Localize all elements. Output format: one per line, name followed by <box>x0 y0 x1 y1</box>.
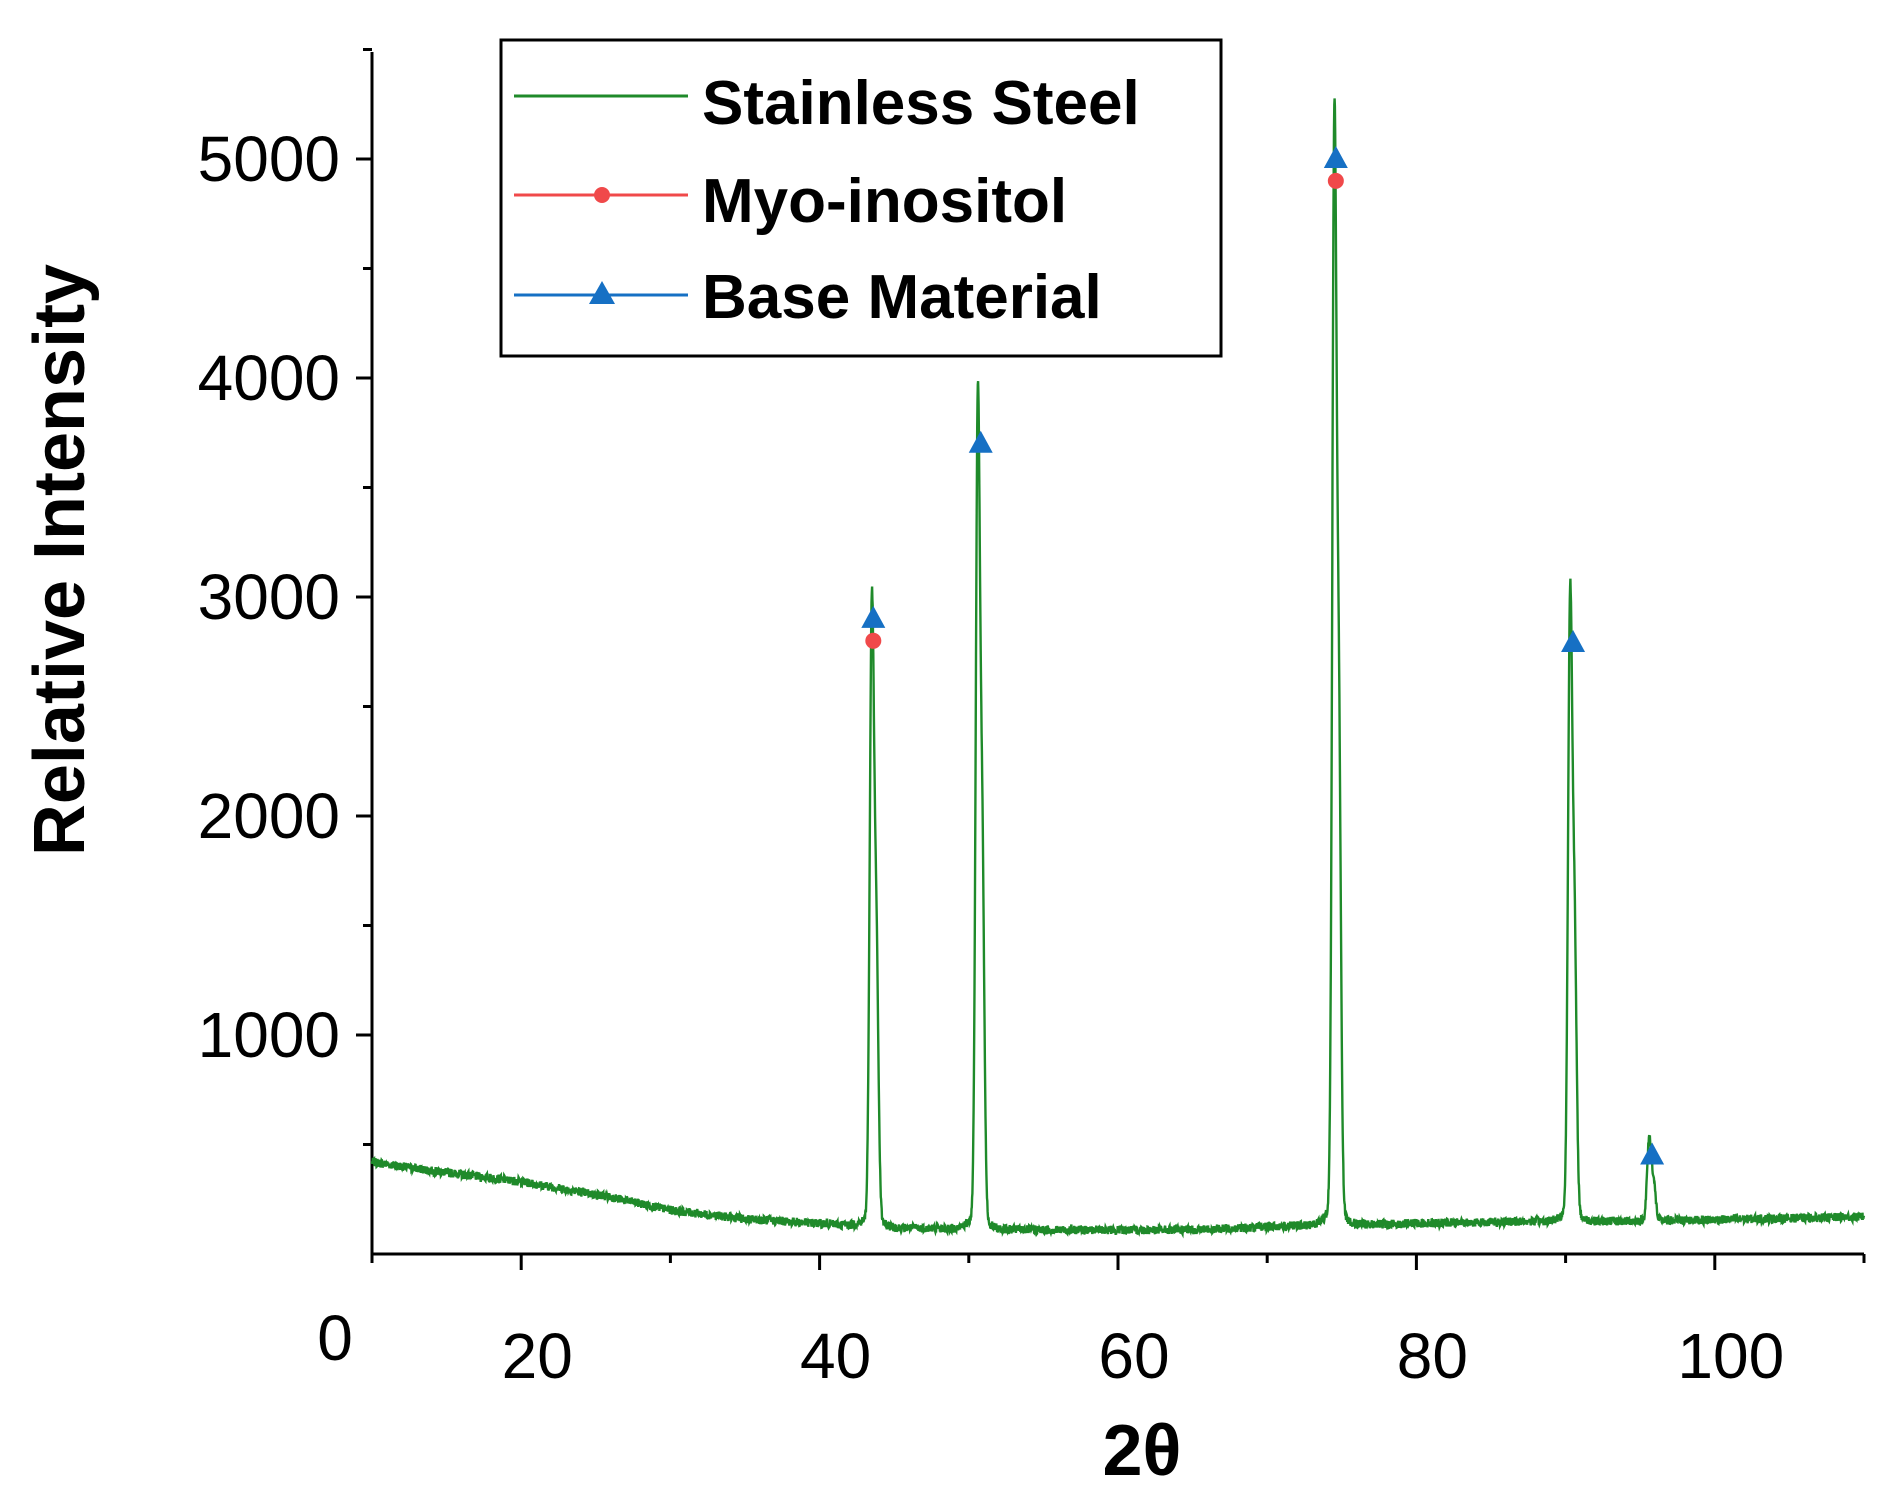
y-tick-label: 5000 <box>198 123 340 195</box>
x-ticks: 20 40 60 80 100 <box>370 1254 1866 1392</box>
y-ticks: 1000 2000 3000 4000 5000 <box>198 48 372 1146</box>
myo-inositol-marker <box>865 632 882 649</box>
legend-box <box>499 38 1223 358</box>
base-material-marker <box>1323 146 1348 168</box>
legend-stainless-steel-label: Stainless Steel <box>702 69 1140 138</box>
x-tick-label: 60 <box>1098 1320 1169 1392</box>
base-material-marker <box>861 605 886 628</box>
myo-inositol-marker <box>1327 172 1344 189</box>
base-material-marker <box>1640 1142 1665 1165</box>
x-tick-label: 20 <box>502 1320 573 1392</box>
legend-myo-inositol-label: Myo-inositol <box>702 167 1067 236</box>
x-tick-label: 80 <box>1397 1320 1468 1392</box>
legend-myo-inositol-marker <box>594 187 610 203</box>
legend-base-material-marker <box>589 281 615 304</box>
x-tick-label: 100 <box>1677 1320 1784 1392</box>
base-material-marker <box>1561 629 1586 652</box>
plot-series <box>370 98 1866 1239</box>
y-tick-label: 4000 <box>198 342 340 414</box>
y-tick-label: 2000 <box>198 780 340 852</box>
x-tick-label: 40 <box>800 1320 871 1392</box>
legend-base-material-label: Base Material <box>702 263 1102 332</box>
series-stainless-steel-line <box>370 98 1866 1239</box>
plot-markers <box>861 146 1665 1165</box>
y-tick-label: 3000 <box>198 561 340 633</box>
base-material-marker <box>968 430 993 453</box>
y-axis-title: Relative Intensity <box>20 264 100 856</box>
legend: Stainless Steel Myo-inositol Base Materi… <box>499 38 1223 358</box>
x-origin-label: 0 <box>317 1302 353 1374</box>
y-tick-label: 1000 <box>198 999 340 1071</box>
x-axis-title: 2θ <box>1103 1411 1182 1491</box>
